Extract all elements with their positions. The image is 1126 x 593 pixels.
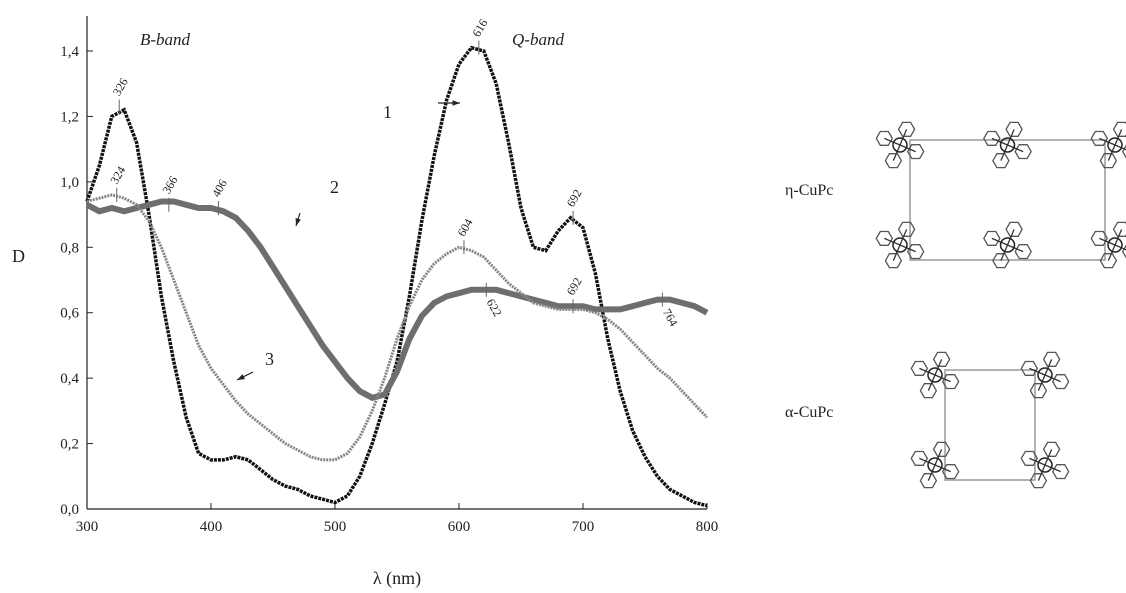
band-annotation: B-band (140, 30, 191, 49)
molecule-bond (1008, 129, 1015, 145)
molecule-bond (1038, 375, 1045, 391)
molecule-ring (876, 132, 892, 146)
x-tick-label: 800 (696, 519, 719, 535)
molecule-bond (1108, 145, 1115, 161)
molecule-ring (1015, 145, 1031, 159)
molecule-bond (935, 359, 942, 375)
x-tick-label: 600 (448, 519, 471, 535)
series-line (87, 195, 707, 460)
y-tick-label: 1,2 (60, 109, 79, 125)
peak-label: 326 (110, 76, 131, 99)
arrow-head (452, 100, 460, 105)
molecule-bond (1115, 129, 1122, 145)
y-tick-label: 1,0 (60, 175, 79, 191)
x-axis-label: λ (nm) (373, 568, 421, 588)
y-tick-label: 1,4 (60, 44, 79, 60)
peak-label: 622 (484, 296, 505, 319)
unit-cell (945, 370, 1035, 480)
x-tick-label: 500 (324, 519, 347, 535)
molecule-ring (1015, 245, 1031, 259)
molecule-ring (876, 232, 892, 246)
y-tick-label: 0,4 (60, 371, 79, 387)
peak-label: 406 (209, 177, 230, 200)
molecule-ring (911, 362, 927, 376)
structure-label: α-CuPc (785, 404, 833, 421)
molecule-bond (1045, 449, 1052, 465)
molecule-bond (900, 229, 907, 245)
series-label: 2 (330, 177, 339, 197)
molecule-bond (893, 145, 900, 161)
crystal-structure (911, 352, 1068, 487)
molecule-bond (928, 465, 935, 481)
molecule-ring (911, 452, 927, 466)
series-label: 3 (265, 349, 274, 369)
y-axis-label: D (12, 246, 25, 266)
x-tick-label: 400 (200, 519, 223, 535)
x-tick-label: 300 (76, 519, 99, 535)
molecule-bond (1038, 465, 1045, 481)
peak-label: 616 (469, 17, 490, 40)
peak-label: 764 (660, 306, 681, 329)
arrow-head (296, 218, 301, 226)
y-tick-label: 0,6 (60, 306, 79, 322)
molecule-bond (1001, 245, 1008, 261)
molecule-bond (1045, 359, 1052, 375)
y-tick-label: 0,8 (60, 240, 79, 256)
peak-label: 692 (564, 275, 585, 298)
molecule-bond (1008, 229, 1015, 245)
peak-label: 604 (454, 216, 475, 239)
series-label: 1 (383, 102, 392, 122)
molecule-bond (900, 129, 907, 145)
molecule-bond (1115, 229, 1122, 245)
molecule-bond (1001, 145, 1008, 161)
molecule-ring (1091, 132, 1107, 146)
x-tick-label: 700 (572, 519, 595, 535)
molecule-bond (1108, 245, 1115, 261)
band-annotation: Q-band (512, 30, 564, 49)
molecule-bond (935, 449, 942, 465)
arrow-head (237, 374, 245, 380)
molecule-bond (928, 375, 935, 391)
peak-label: 366 (159, 174, 180, 197)
peak-label: 324 (107, 164, 128, 187)
molecule-ring (984, 232, 1000, 246)
series-line (87, 48, 707, 506)
molecule-ring (1053, 375, 1069, 389)
peak-label: 692 (564, 187, 585, 210)
y-tick-label: 0,0 (60, 502, 79, 518)
y-tick-label: 0,2 (60, 437, 79, 453)
structure-label: η-CuPc (785, 182, 833, 199)
molecule-bond (893, 245, 900, 261)
crystal-structure (876, 122, 1126, 267)
molecule-ring (984, 132, 1000, 146)
figure: 0,0 0,2 0,4 0,6 0,8 1,0 1,2 1,4 300 400 500 600 700 8… (0, 0, 1126, 588)
molecule-ring (1021, 362, 1037, 376)
molecule-ring (1053, 465, 1069, 479)
